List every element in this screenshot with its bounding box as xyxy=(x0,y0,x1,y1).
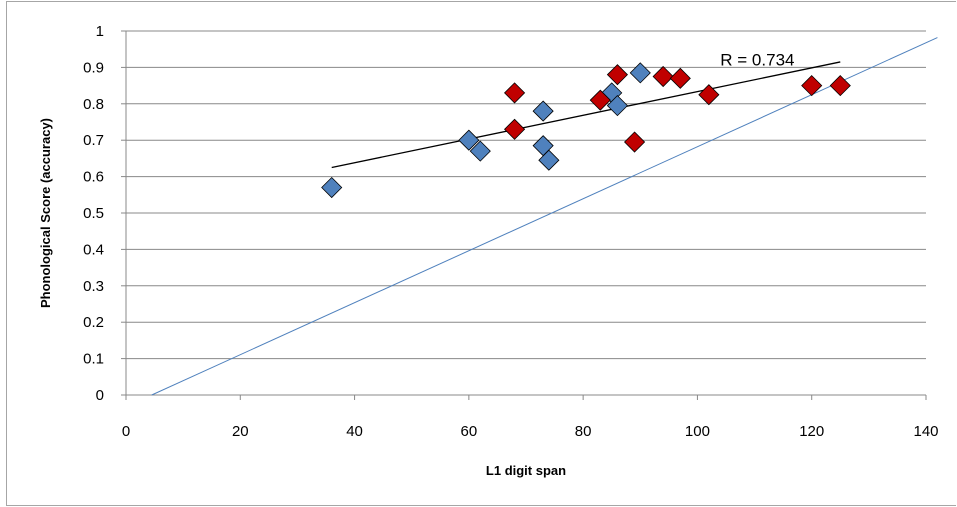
data-points xyxy=(321,62,851,199)
y-tick-label: 0.8 xyxy=(83,96,104,113)
data-point xyxy=(532,100,554,122)
data-point xyxy=(469,140,491,162)
tick-labels: 0 0.1 0.2 0.3 0.4 0.5 0.6 0.7 0.8 0.9 1 0 20 40 60 80 10… xyxy=(83,23,938,440)
x-tick-label: 20 xyxy=(232,423,249,440)
x-tick-label: 60 xyxy=(461,423,478,440)
y-tick-label: 0 xyxy=(96,387,104,404)
x-tick-label: 80 xyxy=(575,423,592,440)
data-point xyxy=(538,149,560,171)
data-point xyxy=(504,118,526,140)
y-tick-label: 0.2 xyxy=(83,314,104,331)
y-tick-label: 0.9 xyxy=(83,59,104,76)
data-point xyxy=(801,75,823,97)
x-tick-label: 40 xyxy=(346,423,363,440)
data-point xyxy=(698,84,720,106)
data-point xyxy=(624,131,646,153)
data-point xyxy=(458,129,480,151)
data-point xyxy=(504,82,526,104)
y-tick-label: 0.1 xyxy=(83,351,104,368)
x-axis-title: L1 digit span xyxy=(486,463,566,478)
y-axis-title: Phonological Score (accuracy) xyxy=(38,118,53,308)
fit-lines xyxy=(151,37,938,396)
axes xyxy=(121,30,927,400)
data-point xyxy=(606,95,628,117)
y-tick-label: 0.6 xyxy=(83,169,104,186)
y-tick-label: 0.3 xyxy=(83,278,104,295)
reference-line xyxy=(151,37,938,396)
r-annotation: R = 0.734 xyxy=(720,51,794,70)
chart-frame xyxy=(6,1,956,506)
y-tick-label: 1 xyxy=(96,23,104,40)
y-tick-label: 0.4 xyxy=(83,241,104,258)
y-tick-label: 0.7 xyxy=(83,132,104,149)
x-tick-label: 140 xyxy=(913,423,938,440)
data-point xyxy=(589,89,611,111)
x-tick-label: 120 xyxy=(799,423,824,440)
data-point xyxy=(652,65,674,88)
y-tick-label: 0.5 xyxy=(83,205,104,222)
data-point xyxy=(321,176,343,199)
data-point xyxy=(669,67,691,89)
x-tick-label: 100 xyxy=(685,423,710,440)
gridlines xyxy=(126,30,926,360)
data-point xyxy=(829,75,851,97)
trendline xyxy=(331,61,841,169)
data-point xyxy=(629,62,651,84)
data-point xyxy=(606,64,628,86)
x-tick-label: 0 xyxy=(122,423,130,440)
